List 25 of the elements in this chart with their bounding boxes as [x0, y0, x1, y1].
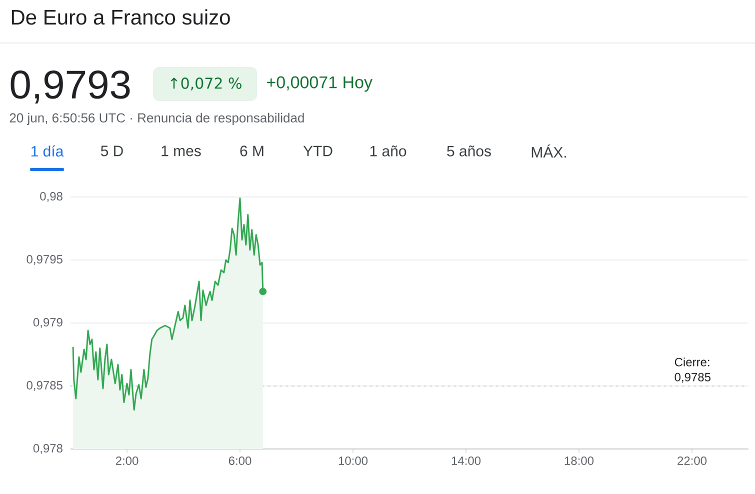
ref-line-label: Cierre: 0,9785	[674, 358, 710, 383]
y-tick-label: 0,979	[33, 318, 62, 328]
text: 6 M	[240, 146, 264, 156]
x-tick-label: 2:00	[116, 456, 138, 466]
chart-subtitle: 0,9793	[10, 70, 130, 104]
chart-title: De Euro a Franco suizo	[12, 9, 230, 25]
y-tick-label: 0,978	[33, 444, 62, 454]
text: 20 jun, 6:50:56 UTC · Renuncia de responsabilidad	[10, 112, 304, 126]
text: 1 mes	[162, 146, 201, 156]
text: +0,00071 Hoy	[267, 76, 372, 92]
y-tick-label: 0,98	[40, 192, 62, 202]
text: 5 D	[100, 146, 123, 156]
text: 1 año	[370, 146, 406, 156]
text: MÁX.	[532, 144, 566, 158]
x-tick-label: 18:00	[564, 456, 594, 466]
y-tick-label: 0,9795	[26, 255, 62, 265]
text: ↑0,072 %	[170, 78, 242, 90]
text: YTD	[303, 146, 332, 156]
text: 5 años	[447, 146, 491, 156]
x-tick-label: 22:00	[678, 456, 707, 466]
text: 1 día	[31, 145, 64, 157]
x-tick-label: 10:00	[338, 456, 368, 466]
y-tick-label: 0,9785	[26, 381, 62, 391]
x-tick-label: 14:00	[452, 456, 481, 466]
x-tick-label: 6:00	[228, 456, 252, 466]
